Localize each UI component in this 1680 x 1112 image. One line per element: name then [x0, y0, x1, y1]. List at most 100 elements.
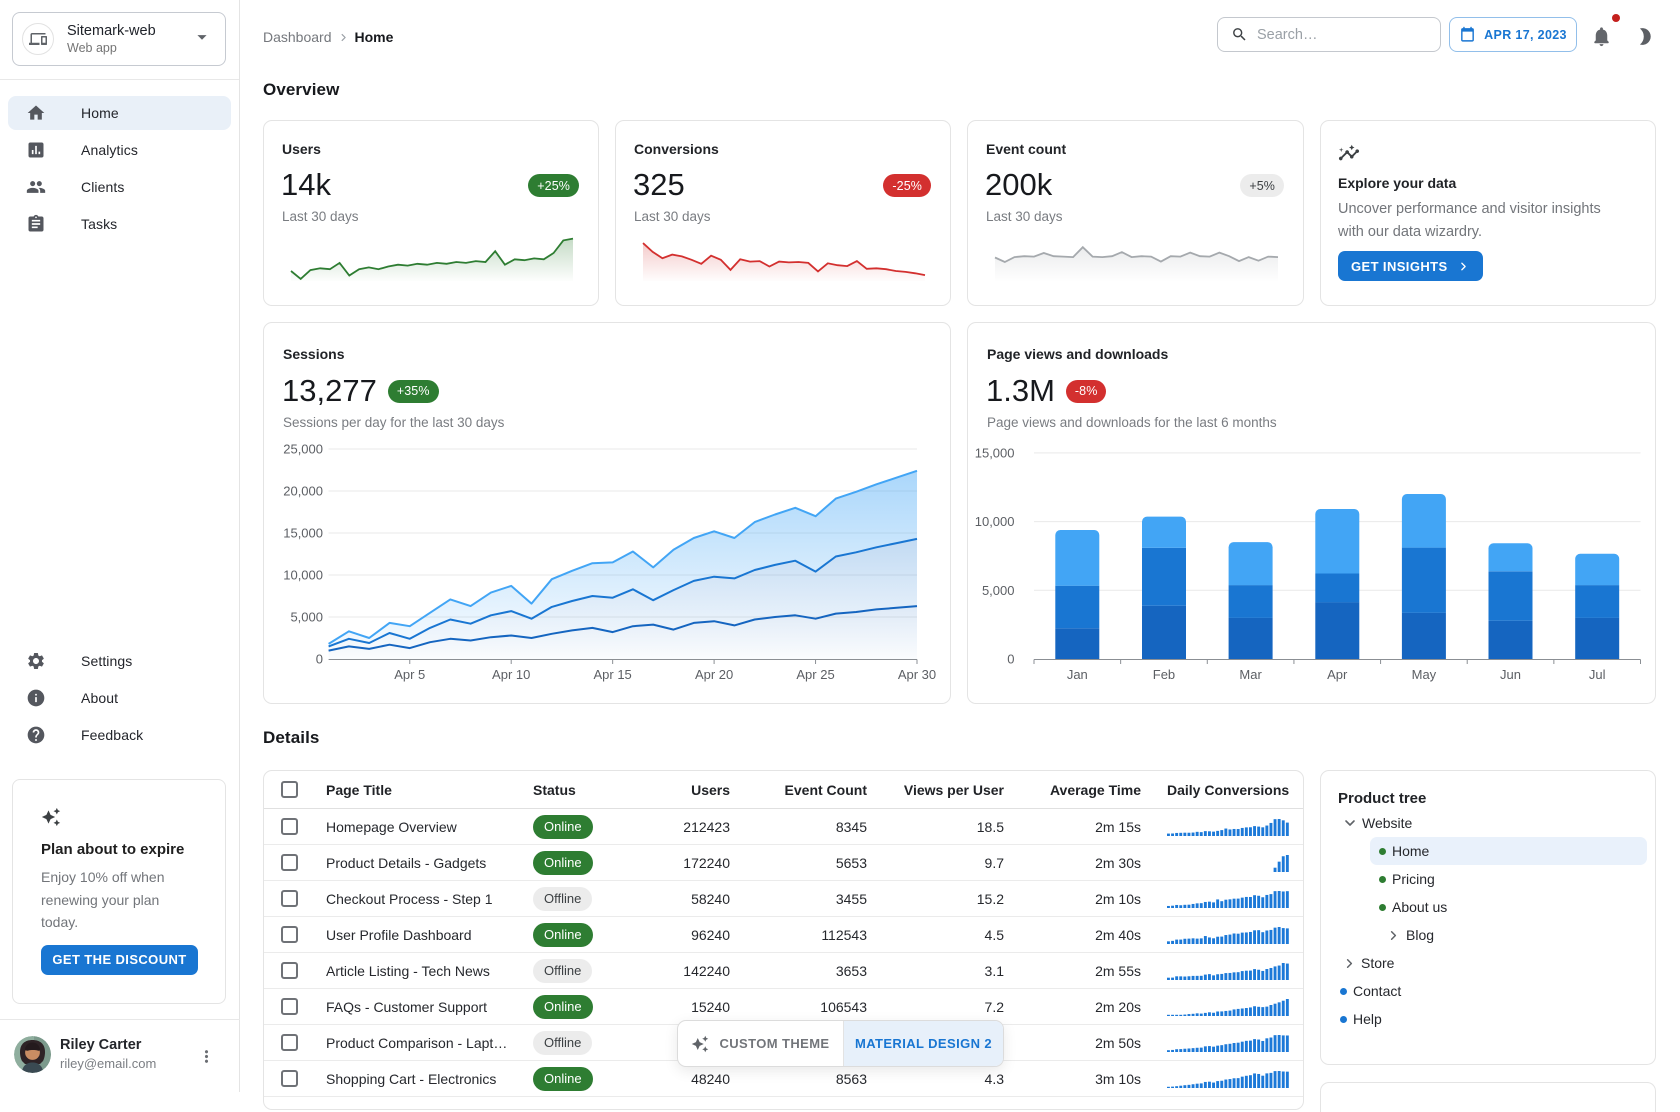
sidebar-nav-item[interactable]: About: [8, 681, 231, 715]
sidebar-nav-item[interactable]: Feedback: [8, 718, 231, 752]
sessions-value: 13,277: [282, 373, 377, 408]
help-icon: [26, 725, 46, 745]
breadcrumb: Dashboard Home: [263, 29, 393, 45]
nav-item-label: About: [81, 690, 119, 706]
column-header-views-per-user[interactable]: Views per User: [903, 781, 1004, 798]
dots-vertical-icon: [197, 1047, 216, 1066]
page-views-delta-badge: -8%: [1065, 379, 1107, 403]
svg-text:25,000: 25,000: [283, 442, 323, 457]
table-row[interactable]: Checkout Process - Step 1 Offline 58240 …: [264, 881, 1303, 917]
explore-card-body: Uncover performance and visitor insights…: [1338, 201, 1601, 240]
cell-users: 15240: [691, 998, 730, 1015]
workspace-select[interactable]: Sitemark-web Web app: [12, 12, 226, 66]
sidebar-nav-item[interactable]: Tasks: [8, 207, 231, 241]
date-picker-button[interactable]: APR 17, 2023: [1449, 17, 1577, 52]
svg-text:Apr 10: Apr 10: [492, 667, 530, 682]
tree-item[interactable]: Pricing: [1370, 865, 1647, 893]
custom-theme-button[interactable]: CUSTOM THEME: [678, 1021, 844, 1066]
cell-event-count: 3653: [835, 962, 867, 979]
sidebar-nav-item[interactable]: Home: [8, 96, 231, 130]
svg-text:Apr: Apr: [1327, 667, 1348, 682]
column-header-users[interactable]: Users: [691, 781, 730, 798]
status-badge: Offline: [533, 1030, 593, 1055]
svg-text:15,000: 15,000: [283, 526, 323, 541]
column-header-daily-conversions[interactable]: Daily Conversions: [1167, 781, 1290, 798]
column-header-average-time[interactable]: Average Time: [1049, 781, 1141, 798]
analytics-icon: [26, 140, 46, 160]
svg-text:Jun: Jun: [1500, 667, 1521, 682]
nav-item-label: Tasks: [81, 216, 118, 232]
tree-item-label: Blog: [1406, 927, 1435, 943]
material-design-2-button[interactable]: MATERIAL DESIGN 2: [844, 1021, 1003, 1066]
cell-page-title: Product Details - Gadgets: [326, 854, 487, 871]
svg-text:Jan: Jan: [1067, 667, 1088, 682]
cell-event-count: 106543: [820, 998, 867, 1015]
bell-icon: [1590, 25, 1613, 48]
svg-text:Jul: Jul: [1589, 667, 1606, 682]
svg-text:10,000: 10,000: [283, 568, 323, 583]
row-checkbox[interactable]: [280, 1070, 298, 1087]
svg-text:20,000: 20,000: [283, 484, 323, 499]
stat-card-title: Users: [282, 141, 321, 157]
dark-mode-toggle[interactable]: [1628, 23, 1654, 49]
breadcrumb-root[interactable]: Dashboard: [263, 29, 332, 45]
user-menu-button[interactable]: [196, 1037, 216, 1075]
sessions-title: Sessions: [283, 346, 345, 362]
tree-item[interactable]: Store: [1321, 949, 1647, 977]
tree-item-dot: [1379, 847, 1386, 855]
daily-conversions-sparkline: [1151, 852, 1303, 874]
tree-item[interactable]: Contact: [1321, 977, 1647, 1005]
column-header-status[interactable]: Status: [533, 781, 576, 798]
cell-event-count: 5653: [835, 854, 867, 871]
tree-item[interactable]: Blog: [1370, 921, 1647, 949]
column-header-page-title[interactable]: Page Title: [326, 781, 392, 798]
row-checkbox[interactable]: [280, 854, 298, 871]
chevron-right-icon: [337, 31, 350, 44]
table-row[interactable]: Article Listing - Tech News Offline 1422…: [264, 953, 1303, 989]
search-box: [1217, 17, 1441, 52]
details-title: Details: [263, 728, 320, 747]
row-checkbox[interactable]: [280, 998, 298, 1015]
status-badge: Offline: [533, 958, 593, 983]
notifications-button[interactable]: [1587, 22, 1615, 50]
search-input[interactable]: [1257, 26, 1440, 43]
tree-item[interactable]: Website: [1321, 809, 1647, 837]
tree-item-label: Pricing: [1392, 871, 1435, 887]
sidebar-nav-item[interactable]: Settings: [8, 644, 231, 678]
sidebar-nav-item[interactable]: Clients: [8, 170, 231, 204]
insights-icon: [1338, 142, 1360, 169]
tree-item[interactable]: Help: [1321, 1005, 1647, 1033]
devices-icon: [22, 23, 54, 55]
tree-item[interactable]: About us: [1370, 893, 1647, 921]
svg-text:5,000: 5,000: [982, 583, 1015, 598]
column-header-event-count[interactable]: Event Count: [784, 781, 867, 798]
sidebar: Sitemark-web Web app Home Analytics Clie…: [0, 0, 240, 1092]
table-row[interactable]: Product Details - Gadgets Online 172240 …: [264, 845, 1303, 881]
page-views-title: Page views and downloads: [987, 346, 1169, 362]
table-row[interactable]: User Profile Dashboard Online 96240 1125…: [264, 917, 1303, 953]
cell-event-count: 8563: [835, 1070, 867, 1087]
row-checkbox[interactable]: [280, 890, 298, 907]
table-row[interactable]: Homepage Overview Online 212423 8345 18.…: [264, 809, 1303, 845]
chevron-right-icon: [1386, 928, 1401, 943]
svg-text:Feb: Feb: [1153, 667, 1175, 682]
cell-users: 172240: [683, 854, 730, 871]
select-all-checkbox[interactable]: [280, 781, 298, 798]
sidebar-nav-item[interactable]: Analytics: [8, 133, 231, 167]
stat-card-users: Users 14k +25% Last 30 days: [263, 120, 599, 306]
get-insights-button[interactable]: GET INSIGHTS: [1338, 251, 1483, 281]
product-tree-card: Product tree Website Home Pricing: [1320, 770, 1656, 1065]
row-checkbox[interactable]: [280, 818, 298, 835]
row-checkbox[interactable]: [280, 1034, 298, 1051]
cell-views-per-user: 4.3: [984, 1070, 1004, 1087]
cell-page-title: Checkout Process - Step 1: [326, 890, 493, 907]
row-checkbox[interactable]: [280, 926, 298, 943]
row-checkbox[interactable]: [280, 962, 298, 979]
tree-item-dot: [1340, 987, 1347, 995]
plan-expire-card: Plan about to expire Enjoy 10% off when …: [12, 779, 226, 1004]
cell-page-title: FAQs - Customer Support: [326, 998, 488, 1015]
calendar-icon: [1459, 26, 1476, 43]
tree-item[interactable]: Home: [1370, 837, 1647, 865]
get-discount-button[interactable]: GET THE DISCOUNT: [41, 944, 198, 975]
svg-text:Apr 20: Apr 20: [695, 667, 733, 682]
